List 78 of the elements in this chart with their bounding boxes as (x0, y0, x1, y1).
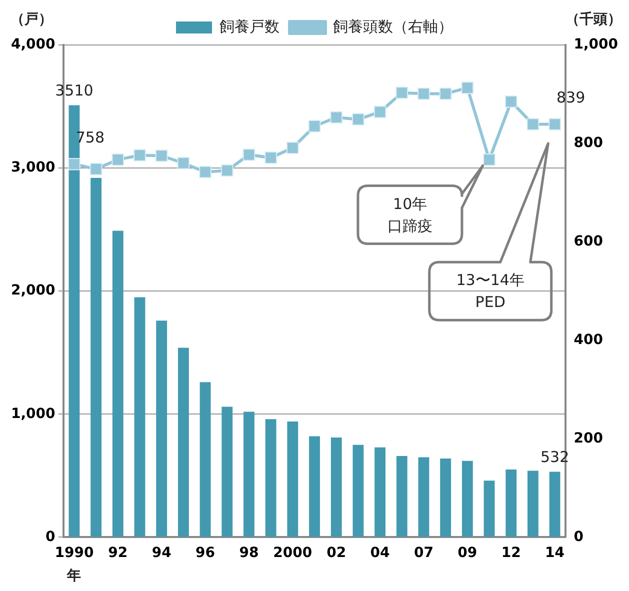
y-tick-label: 4,000 (10, 36, 56, 53)
y2-tick-label: 800 (574, 135, 604, 152)
point (155, 150, 168, 162)
bar (396, 456, 408, 537)
bar (527, 470, 538, 537)
bar (90, 178, 102, 537)
x-tick-label: 14 (545, 545, 565, 562)
point (242, 148, 256, 161)
point (396, 86, 408, 99)
y-tick-label: 1,000 (10, 406, 56, 422)
bar (200, 382, 211, 537)
bar (418, 457, 430, 537)
bar (330, 438, 342, 537)
x-tick-label: 02 (326, 545, 346, 562)
point (504, 95, 518, 108)
point (526, 118, 540, 130)
y-tick-label: 0 (46, 528, 56, 545)
y2-axis-title: （千頭） (566, 10, 622, 28)
legend-label: 飼養戸数 (220, 17, 280, 36)
point (548, 118, 561, 130)
bar (287, 422, 298, 537)
x-tick-label: 94 (152, 545, 172, 562)
point (264, 152, 277, 164)
y2-tick-label: 200 (574, 430, 604, 446)
bar (134, 297, 146, 537)
bar (309, 436, 320, 537)
data-label: 532 (540, 448, 570, 466)
point (68, 158, 80, 170)
x-tick-label: 07 (414, 545, 434, 562)
bar (549, 472, 560, 537)
point (220, 164, 234, 177)
x-tick-label: 96 (196, 545, 216, 562)
y2-tick-label: 600 (574, 234, 604, 250)
annotation: 13〜14年 PED (455, 270, 526, 314)
point (330, 111, 342, 124)
legend-label: 飼養頭数（右軸） (333, 17, 453, 36)
point (418, 88, 430, 100)
bar (156, 320, 168, 537)
point (112, 154, 124, 166)
bar (244, 412, 254, 537)
point (199, 166, 212, 178)
y2-tick-label: 400 (574, 332, 604, 348)
bar (440, 458, 452, 537)
point (177, 156, 190, 170)
point (90, 162, 102, 176)
bar (112, 230, 124, 537)
y-axis-title: （戸） (10, 12, 52, 28)
point (461, 82, 474, 94)
data-label: 3510 (55, 82, 94, 100)
x-tick-label: 04 (370, 545, 390, 562)
point (286, 142, 299, 154)
bar (265, 419, 276, 537)
y2-tick-label: 0 (574, 528, 584, 545)
x-tick-label: 12 (501, 545, 521, 562)
bar (484, 480, 495, 537)
bar (352, 444, 364, 537)
annotation: 10年口蹄疫 (387, 194, 433, 237)
y-tick-label: 3,000 (10, 160, 56, 176)
point (483, 154, 496, 166)
bar (374, 447, 386, 537)
bar (462, 460, 473, 537)
point (308, 120, 321, 132)
x-axis-title: 年 (66, 568, 82, 584)
point (134, 149, 146, 162)
x-tick-label: 92 (108, 545, 128, 562)
bar (178, 348, 189, 537)
x-tick-label: 98 (239, 545, 259, 562)
x-tick-label: 1990 (54, 545, 94, 562)
x-tick-label: 2000 (273, 545, 312, 562)
data-label: 839 (556, 88, 586, 107)
point (374, 106, 386, 118)
y2-tick-label: 1,000 (574, 36, 618, 53)
x-tick-label: 09 (458, 545, 478, 562)
bar (222, 406, 233, 537)
bar (506, 470, 517, 537)
point (439, 88, 452, 100)
y-tick-label: 2,000 (10, 282, 56, 299)
point (352, 113, 364, 126)
